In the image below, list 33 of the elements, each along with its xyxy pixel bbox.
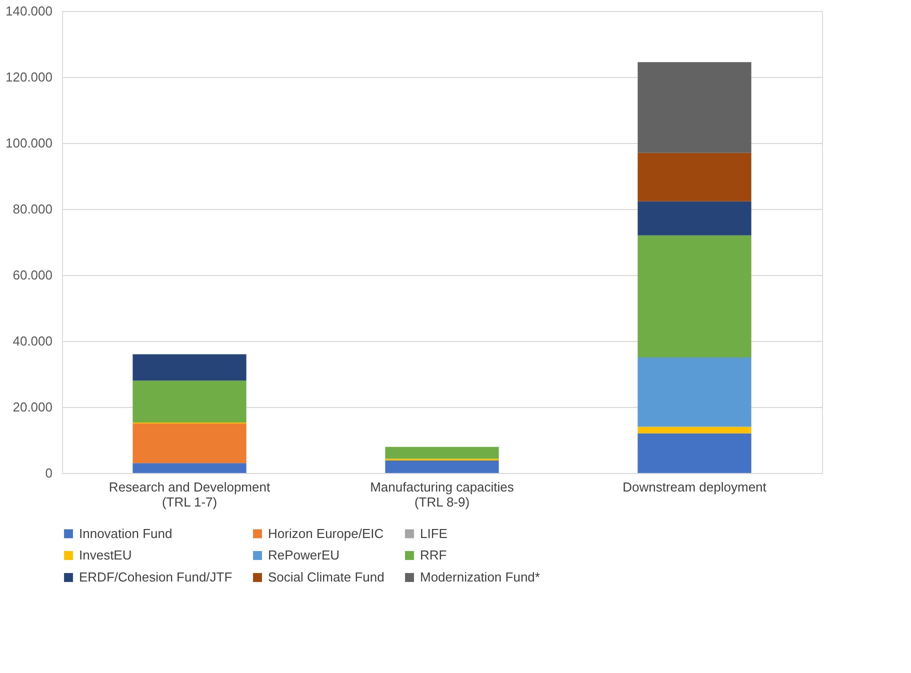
x-tick-label: Manufacturing capacities (TRL 8-9) <box>370 480 514 510</box>
y-tick-label: 0 <box>45 466 52 480</box>
legend-label: Horizon Europe/EIC <box>268 526 384 541</box>
legend-label: Modernization Fund* <box>420 570 540 584</box>
x-tick-label: Downstream deployment <box>622 480 767 494</box>
bar <box>385 460 499 473</box>
bar <box>638 358 752 427</box>
legend-label: RRF <box>420 548 447 562</box>
y-tick-label: 20.000 <box>12 400 52 414</box>
x-tick-label: Research and Development (TRL 1-7) <box>108 480 270 510</box>
bar <box>638 235 752 358</box>
bar <box>132 380 246 423</box>
bar <box>638 62 752 153</box>
bar <box>638 433 752 473</box>
legend-label: Social Climate Fund <box>268 570 384 584</box>
y-tick-label: 80.000 <box>12 202 52 216</box>
bar <box>132 354 246 381</box>
y-tick-label: 100.000 <box>6 136 52 150</box>
bar <box>638 152 752 202</box>
bar <box>638 426 752 434</box>
y-tick-label: 140.000 <box>6 4 52 18</box>
bar <box>132 463 246 473</box>
legend-label: InvestEU <box>79 548 132 562</box>
bar <box>385 446 499 459</box>
y-tick-label: 40.000 <box>12 334 52 348</box>
legend-label: RePowerEU <box>268 548 340 562</box>
legend-label: Innovation Fund <box>79 526 172 541</box>
bar <box>638 201 752 236</box>
legend-label: ERDF/Cohesion Fund/JTF <box>79 570 232 584</box>
y-tick-label: 60.000 <box>12 268 52 282</box>
bar <box>132 424 246 464</box>
y-tick-label: 120.000 <box>6 70 52 84</box>
legend-label: LIFE <box>420 526 448 541</box>
